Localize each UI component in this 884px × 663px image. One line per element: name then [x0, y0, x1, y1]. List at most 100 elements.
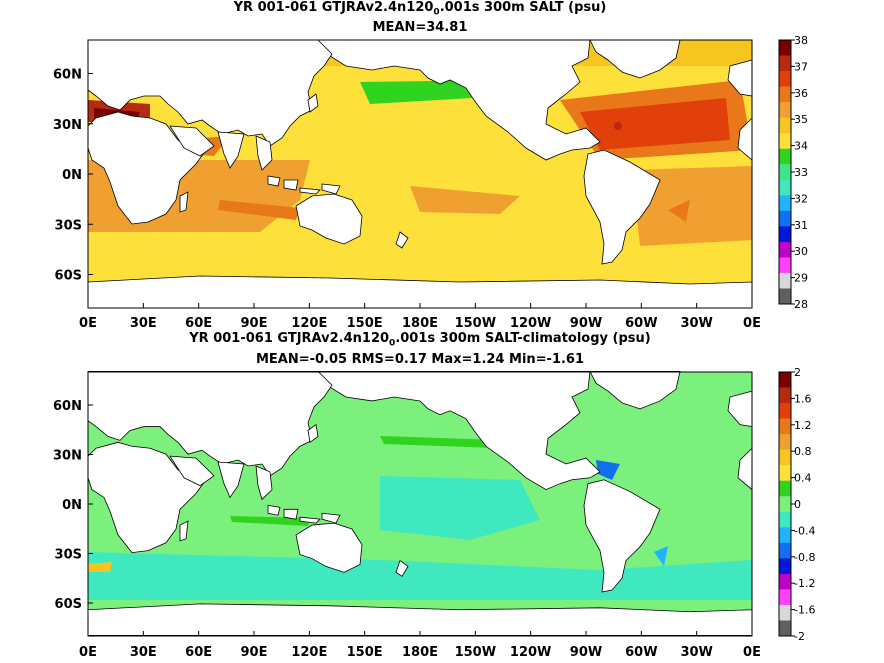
top-sargasso-max — [614, 122, 622, 130]
top-chart-title: YR 001-061 GTJRAv2.4n1200.001s 300m SALT… — [88, 0, 752, 21]
x-tick-label: 60W — [625, 645, 657, 660]
y-tick-label: 30S — [55, 548, 82, 563]
colorbar-tick-label: 31 — [794, 219, 808, 232]
colorbar-swatch — [779, 179, 791, 196]
x-tick-label: 0E — [743, 645, 761, 660]
x-tick-label: 30W — [680, 645, 712, 660]
colorbar-swatch — [779, 164, 791, 181]
bottom-title-pre: YR 001-061 GTJRAv2.4n120 — [189, 331, 390, 346]
x-tick-label: 150E — [347, 645, 383, 660]
colorbar-tick-label: 37 — [794, 60, 808, 73]
x-tick-label: 0E — [79, 316, 97, 331]
x-tick-label: 120W — [510, 645, 551, 660]
x-tick-label: 150W — [455, 645, 496, 660]
x-tick-label: 180E — [402, 316, 438, 331]
x-tick-label: 90E — [241, 645, 268, 660]
colorbar-swatch — [779, 527, 791, 544]
bottom-chart-title: YR 001-061 GTJRAv2.4n1200.001s 300m SALT… — [88, 331, 752, 352]
bottom-title-sub: 0 — [389, 338, 396, 349]
colorbar-tick-label: 0.4 — [794, 472, 812, 485]
colorbar-swatch — [779, 55, 791, 72]
colorbar-swatch — [779, 133, 791, 150]
colorbar-swatch — [779, 71, 791, 87]
top-south-atlantic-high — [668, 200, 690, 222]
colorbar-tick-label: 35 — [794, 113, 808, 126]
colorbar-tick-label: 38 — [794, 34, 808, 47]
colorbar-swatch — [779, 573, 791, 590]
x-tick-label: 0E — [79, 645, 97, 660]
x-tick-label: 90W — [570, 316, 602, 331]
bottom-agulhas-positive — [88, 562, 112, 572]
colorbar-swatch — [779, 195, 791, 212]
x-tick-label: 150E — [347, 316, 383, 331]
top-x-axis: 0E 30E 60E 90E 120E 150E 180E 150W 120W 90W 60W 30W… — [79, 303, 761, 331]
colorbar-swatch — [779, 387, 791, 404]
colorbar-swatch — [779, 372, 791, 388]
x-tick-label: 120W — [510, 316, 551, 331]
x-tick-label: 30E — [130, 645, 157, 660]
colorbar-tick-label: -0.8 — [794, 551, 815, 564]
x-tick-label: 120E — [291, 316, 327, 331]
colorbar-swatch — [779, 604, 791, 621]
colorbar-swatch — [779, 418, 791, 435]
bottom-title-post: .001s 300m SALT-climatology (psu) — [395, 331, 651, 346]
bottom-y-axis: 60N 30N 0N 30S 60S — [53, 399, 93, 612]
top-title-sub: 0 — [433, 7, 440, 18]
colorbar-swatch — [779, 620, 791, 637]
colorbar-swatch — [779, 511, 791, 528]
colorbar-tick-label: 2 — [794, 366, 801, 379]
colorbar-swatch — [779, 403, 791, 419]
colorbar-tick-label: 36 — [794, 87, 808, 100]
bottom-north-pacific-positive — [380, 436, 500, 448]
colorbar-swatch — [779, 86, 791, 103]
colorbar-swatch — [779, 449, 791, 466]
top-y-axis: 60N 30N 0N 30S 60S — [53, 68, 93, 284]
y-tick-label: 30N — [53, 118, 82, 133]
x-tick-label: 60E — [185, 645, 212, 660]
colorbar-swatch — [779, 480, 791, 497]
x-tick-label: 60W — [625, 316, 657, 331]
bottom-brazil-confluence-negative — [654, 546, 668, 566]
colorbar-swatch — [779, 148, 791, 165]
colorbar-tick-label: 32 — [794, 192, 808, 205]
top-indian-high — [218, 200, 300, 220]
colorbar-tick-label: -0.4 — [794, 524, 815, 537]
colorbar-swatch — [779, 40, 791, 56]
top-atlantic-high — [580, 98, 730, 150]
y-tick-label: 0N — [62, 498, 82, 513]
x-tick-label: 30E — [130, 316, 157, 331]
colorbar-tick-label: 34 — [794, 140, 808, 153]
y-tick-label: 60S — [55, 597, 82, 612]
y-tick-label: 30S — [55, 218, 82, 233]
y-tick-label: 60S — [55, 269, 82, 284]
top-south-pacific-high — [410, 186, 520, 214]
top-colorbar: 38 37 36 35 34 33 32 31 30 29 28 — [778, 34, 808, 311]
x-tick-label: 0E — [743, 316, 761, 331]
colorbar-tick-label: 29 — [794, 272, 808, 285]
bottom-colorbar: 2 1.6 1.2 0.8 0.4 0 -0.4 -0.8 -1.2 -1.6 -2 — [778, 366, 815, 643]
x-tick-label: 180E — [402, 645, 438, 660]
bottom-tropical-pacific-negative — [380, 476, 540, 540]
colorbar-swatch — [779, 241, 791, 258]
colorbar-tick-label: 0 — [794, 498, 801, 511]
x-tick-label: 90E — [241, 316, 268, 331]
colorbar-swatch — [779, 288, 791, 305]
top-chart-subtitle: MEAN=34.81 — [372, 20, 468, 35]
top-title-pre: YR 001-061 GTJRAv2.4n120 — [233, 0, 434, 15]
colorbar-swatch — [779, 210, 791, 227]
colorbar-tick-label: 33 — [794, 166, 808, 179]
colorbar-swatch — [779, 117, 791, 134]
top-south-atlantic-field — [632, 166, 752, 246]
colorbar-tick-label: -1.6 — [794, 604, 815, 617]
x-tick-label: 120E — [291, 645, 327, 660]
x-tick-label: 150W — [455, 316, 496, 331]
colorbar-swatch — [779, 542, 791, 559]
colorbar-swatch — [779, 589, 791, 606]
colorbar-tick-label: 1.6 — [794, 392, 812, 405]
bottom-gulf-stream-negative — [596, 460, 620, 480]
bottom-map-panel: 0E 30E 60E 90E 120E 150E 180E 150W 120W 90W 60W 30W… — [53, 366, 815, 660]
colorbar-tick-label: -2 — [794, 630, 805, 643]
bottom-chart-subtitle: MEAN=-0.05 RMS=0.17 Max=1.24 Min=-1.61 — [255, 352, 585, 367]
colorbar-swatch — [779, 434, 791, 450]
